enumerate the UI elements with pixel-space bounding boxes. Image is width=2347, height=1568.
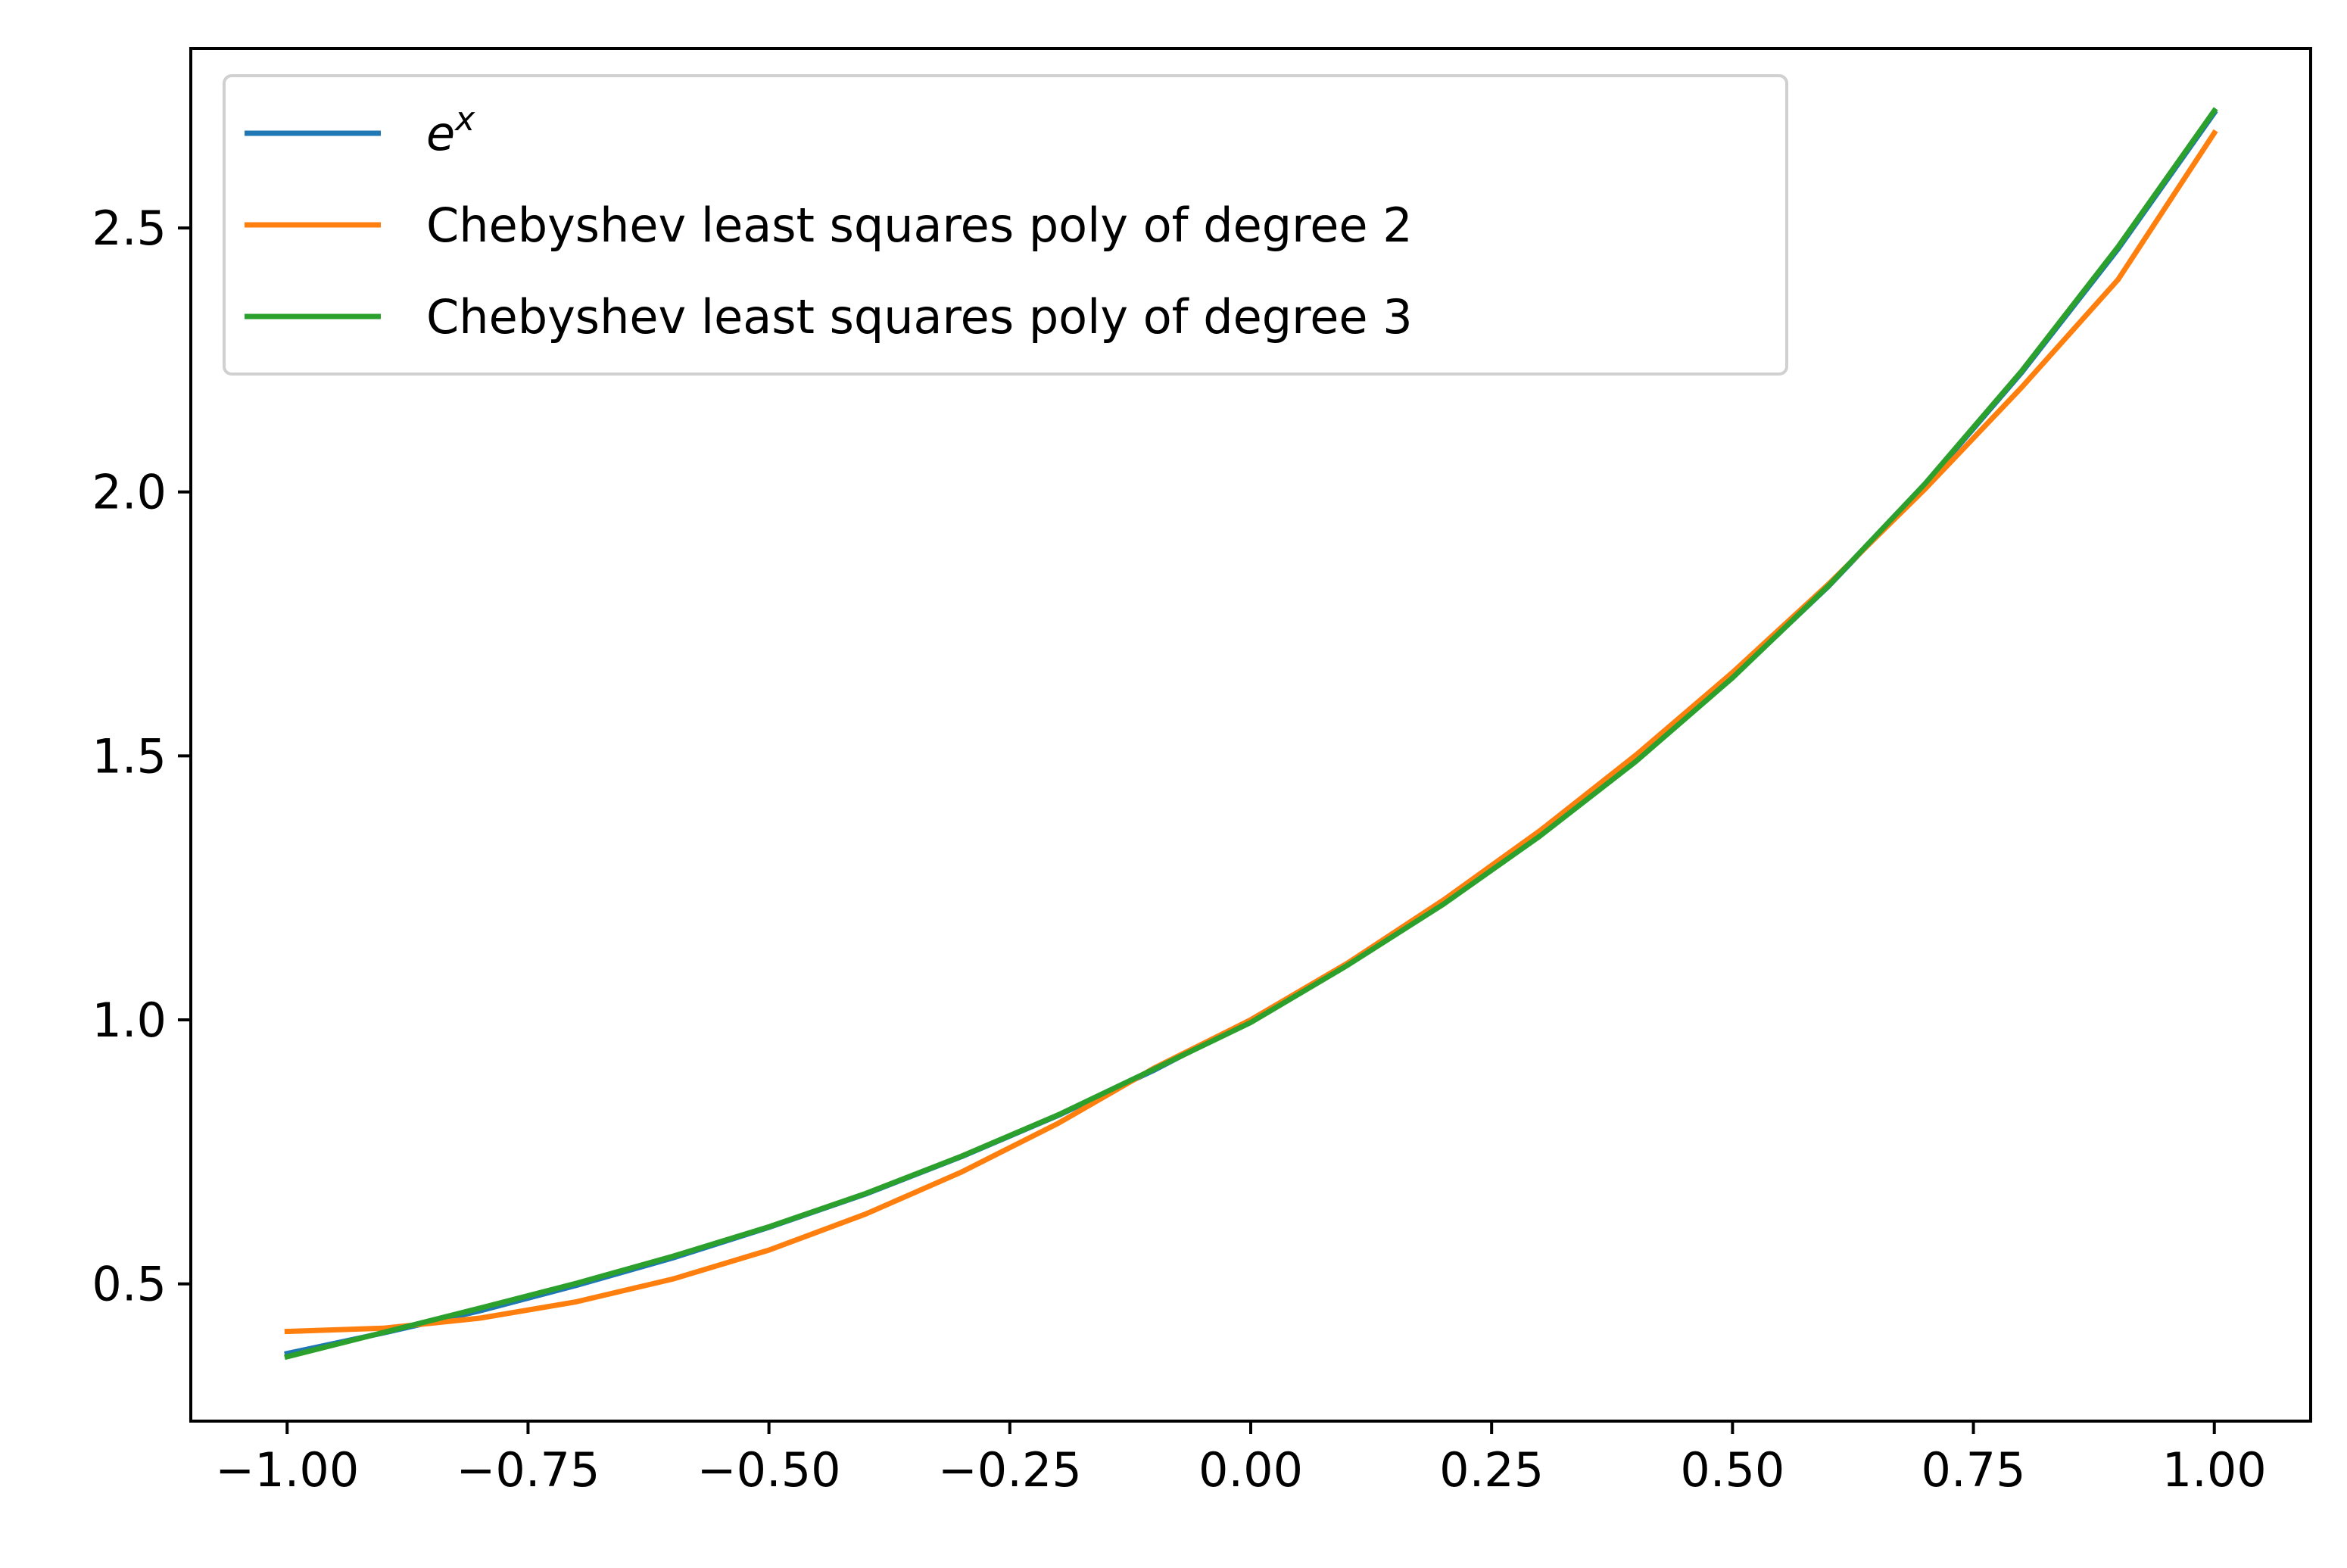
- x-tick-label: 0.25: [1439, 1442, 1544, 1498]
- x-tick-label: −0.50: [697, 1442, 841, 1498]
- y-tick-label: 1.5: [92, 728, 167, 784]
- x-tick-label: 0.75: [1922, 1442, 2026, 1498]
- x-axis: −1.00 −0.75 −0.50 −0.25 0.00 0.25 0.50 0.75 1.00: [215, 1421, 2267, 1498]
- legend-label-0: ex: [426, 100, 475, 161]
- legend-label-1: Chebyshev least squares poly of degree 2: [426, 198, 1413, 253]
- x-tick-label: −0.75: [456, 1442, 600, 1498]
- legend-box: [223, 74, 1788, 376]
- x-tick-label: 0.00: [1198, 1442, 1303, 1498]
- series-line-2: [284, 107, 2218, 1361]
- x-tick-label: −1.00: [215, 1442, 359, 1498]
- legend: ex Chebyshev least squares poly of degree…: [223, 74, 1788, 376]
- legend-label-base: e: [426, 106, 455, 161]
- x-tick-label: 1.00: [2162, 1442, 2267, 1498]
- y-axis: 0.5 1.0 1.5 2.0 2.5: [92, 201, 191, 1312]
- y-tick-label: 2.0: [92, 465, 167, 520]
- x-tick-label: 0.50: [1680, 1442, 1784, 1498]
- y-tick-label: 1.0: [92, 993, 167, 1048]
- y-tick-label: 2.5: [92, 201, 167, 256]
- y-tick-label: 0.5: [92, 1257, 167, 1312]
- legend-label-superscript: x: [454, 100, 475, 139]
- plot-lines: [284, 107, 2218, 1361]
- legend-label-2: Chebyshev least squares poly of degree 3: [426, 289, 1413, 344]
- x-tick-label: −0.25: [938, 1442, 1082, 1498]
